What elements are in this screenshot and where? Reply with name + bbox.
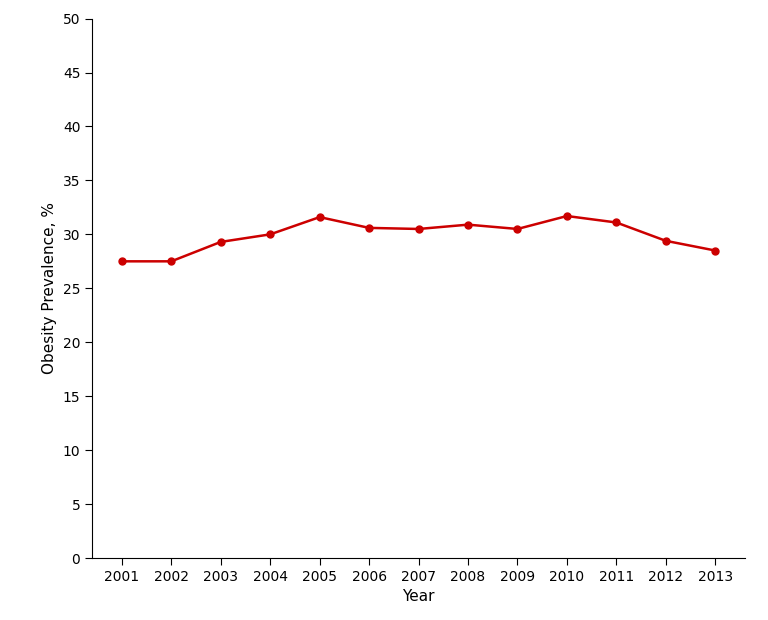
Y-axis label: Obesity Prevalence, %: Obesity Prevalence, % [42,202,57,374]
X-axis label: Year: Year [402,590,435,604]
